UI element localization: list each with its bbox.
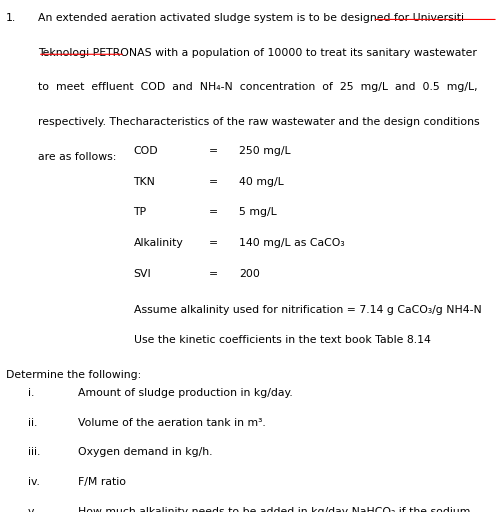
Text: iv.: iv. <box>28 477 40 487</box>
Text: 200: 200 <box>239 269 260 279</box>
Text: F/M ratio: F/M ratio <box>78 477 126 487</box>
Text: iii.: iii. <box>28 447 40 458</box>
Text: =: = <box>209 146 218 156</box>
Text: are as follows:: are as follows: <box>38 152 116 162</box>
Text: =: = <box>209 207 218 218</box>
Text: 250 mg/L: 250 mg/L <box>239 146 291 156</box>
Text: to  meet  effluent  COD  and  NH₄-N  concentration  of  25  mg/L  and  0.5  mg/L: to meet effluent COD and NH₄-N concentra… <box>38 82 477 93</box>
Text: TP: TP <box>134 207 147 218</box>
Text: COD: COD <box>134 146 158 156</box>
Text: =: = <box>209 269 218 279</box>
Text: An extended aeration activated sludge system is to be designed for Universiti: An extended aeration activated sludge sy… <box>38 13 464 23</box>
Text: 140 mg/L as CaCO₃: 140 mg/L as CaCO₃ <box>239 238 345 248</box>
Text: 40 mg/L: 40 mg/L <box>239 177 284 187</box>
Text: SVI: SVI <box>134 269 151 279</box>
Text: Alkalinity: Alkalinity <box>134 238 183 248</box>
Text: v.: v. <box>28 507 37 512</box>
Text: =: = <box>209 238 218 248</box>
Text: Amount of sludge production in kg/day.: Amount of sludge production in kg/day. <box>78 388 293 398</box>
Text: How much alkalinity needs to be added in kg/day NaHCO₃ if the sodium: How much alkalinity needs to be added in… <box>78 507 471 512</box>
Text: respectively. The​characteristics of the raw wastewater and the design condition: respectively. The​characteristics of the… <box>38 117 479 127</box>
Text: Use the kinetic coefficients in the text book Table 8.14: Use the kinetic coefficients in the text… <box>134 335 430 346</box>
Text: i.: i. <box>28 388 34 398</box>
Text: Volume of the aeration tank in m³.: Volume of the aeration tank in m³. <box>78 418 266 428</box>
Text: Determine the following:: Determine the following: <box>6 370 141 380</box>
Text: Oxygen demand in kg/h.: Oxygen demand in kg/h. <box>78 447 213 458</box>
Text: ii.: ii. <box>28 418 37 428</box>
Text: TKN: TKN <box>134 177 155 187</box>
Text: =: = <box>209 177 218 187</box>
Text: 5 mg/L: 5 mg/L <box>239 207 277 218</box>
Text: 1.: 1. <box>6 13 16 23</box>
Text: Teknologi PETRONAS with a population of 10000 to treat its sanitary wastewater: Teknologi PETRONAS with a population of … <box>38 48 477 58</box>
Text: Assume alkalinity used for nitrification = 7.14 g CaCO₃/g NH4-N: Assume alkalinity used for nitrification… <box>134 305 481 315</box>
